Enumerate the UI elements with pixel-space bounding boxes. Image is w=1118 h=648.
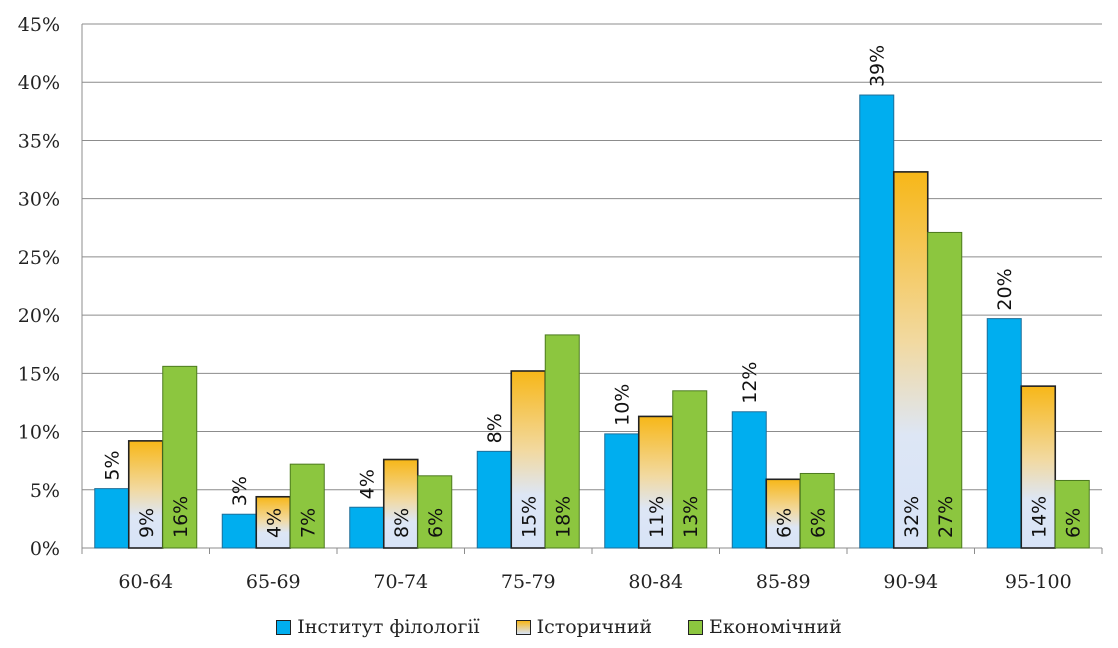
x-tick-label: 85-89 <box>756 571 811 593</box>
data-label-2-80-84: 11% <box>646 496 668 538</box>
data-labels: 5% 9% 16% 3% 4% 7% 4% 8% 6% 8% 15% 18% 10% 11% 13% 12% 6… <box>102 45 1085 538</box>
bar-3-80-84 <box>672 390 708 549</box>
data-label-1-65-69: 3% <box>229 476 251 506</box>
legend-swatch-1 <box>276 619 292 635</box>
y-tick-label: 45% <box>18 14 60 36</box>
bar-2-80-84 <box>637 415 674 549</box>
data-label-1-85-89: 12% <box>739 362 761 404</box>
bar-3-70-74 <box>417 475 453 549</box>
bar-1-70-74 <box>349 506 385 549</box>
data-label-2-75-79: 15% <box>518 496 540 538</box>
bar-2-60-64 <box>127 440 164 549</box>
data-label-3-85-89: 6% <box>807 508 829 538</box>
data-label-2-85-89: 6% <box>773 508 795 538</box>
bar-1-80-84 <box>604 433 640 549</box>
data-label-3-60-64: 16% <box>170 496 192 538</box>
data-label-3-80-84: 13% <box>680 496 702 538</box>
data-label-2-65-69: 4% <box>263 508 285 538</box>
bar-2-90-94 <box>892 171 929 549</box>
legend-label-1: Інститут філології <box>297 616 480 638</box>
bar-2-85-89 <box>765 478 802 549</box>
bars <box>94 94 1090 549</box>
data-label-2-95-100: 14% <box>1028 496 1050 538</box>
data-label-3-70-74: 6% <box>425 508 447 538</box>
bar-1-90-94 <box>859 94 895 549</box>
data-label-1-60-64: 5% <box>102 450 124 480</box>
x-tick-label: 75-79 <box>501 571 556 593</box>
x-tick-label: 80-84 <box>628 571 683 593</box>
y-tick-label: 10% <box>18 422 60 444</box>
legend-swatch-3 <box>688 619 704 635</box>
bar-1-65-69 <box>221 513 257 549</box>
y-tick-label: 20% <box>18 305 60 327</box>
bar-3-60-64 <box>162 365 198 549</box>
y-tick-label: 35% <box>18 130 60 152</box>
y-tick-label: 15% <box>18 363 60 385</box>
legend-label-3: Економічний <box>709 616 842 638</box>
x-axis: 60-64 65-69 70-74 75-79 80-84 85-89 90-94 95-10… <box>118 571 1071 593</box>
data-label-3-90-94: 27% <box>935 496 957 538</box>
y-axis: 0% 5% 10% 15% 20% 25% 30% 35% 40% 45% <box>18 14 60 560</box>
legend-item-2: Історичний <box>515 616 653 638</box>
data-label-1-80-84: 10% <box>612 384 634 426</box>
data-label-2-60-64: 9% <box>136 508 158 538</box>
legend-label-2: Історичний <box>536 616 653 638</box>
bar-1-95-100 <box>986 318 1022 549</box>
x-tick-label: 95-100 <box>1005 571 1072 593</box>
data-label-1-70-74: 4% <box>357 469 379 499</box>
bar-2-70-74 <box>382 458 419 549</box>
bar-1-60-64 <box>94 488 130 549</box>
x-tick-label: 90-94 <box>883 571 938 593</box>
y-tick-label: 30% <box>18 189 60 211</box>
x-tick-label: 70-74 <box>373 571 428 593</box>
bar-3-65-69 <box>289 463 325 549</box>
y-tick-label: 5% <box>30 480 60 502</box>
bar-3-95-100 <box>1054 479 1090 549</box>
bar-3-75-79 <box>544 334 580 549</box>
x-tick-label: 65-69 <box>246 571 301 593</box>
legend-item-1: Інститут філології <box>276 616 480 638</box>
bar-chart: 0% 5% 10% 15% 20% 25% 30% 35% 40% 45% 5% 9% 16% 3% 4%… <box>18 14 1103 593</box>
bar-2-75-79 <box>510 370 547 549</box>
data-label-2-70-74: 8% <box>391 508 413 538</box>
bar-2-95-100 <box>1020 385 1057 549</box>
y-tick-label: 0% <box>30 538 60 560</box>
legend: Інститут філології Історичний Економічни… <box>0 616 1118 638</box>
x-tick-label: 60-64 <box>118 571 173 593</box>
legend-swatch-2 <box>515 619 531 635</box>
data-label-3-75-79: 18% <box>552 496 574 538</box>
data-label-3-65-69: 7% <box>297 508 319 538</box>
bar-3-90-94 <box>927 231 963 549</box>
data-label-1-95-100: 20% <box>994 268 1016 310</box>
data-label-1-75-79: 8% <box>484 413 506 443</box>
legend-item-3: Економічний <box>688 616 842 638</box>
data-label-2-90-94: 32% <box>901 496 923 538</box>
y-tick-label: 40% <box>18 72 60 94</box>
data-label-3-95-100: 6% <box>1062 508 1084 538</box>
bar-1-85-89 <box>731 411 767 549</box>
bar-1-75-79 <box>476 450 512 549</box>
y-tick-label: 25% <box>18 247 60 269</box>
data-label-1-90-94: 39% <box>867 45 889 87</box>
bar-3-85-89 <box>799 472 835 549</box>
gridlines <box>81 23 1103 554</box>
